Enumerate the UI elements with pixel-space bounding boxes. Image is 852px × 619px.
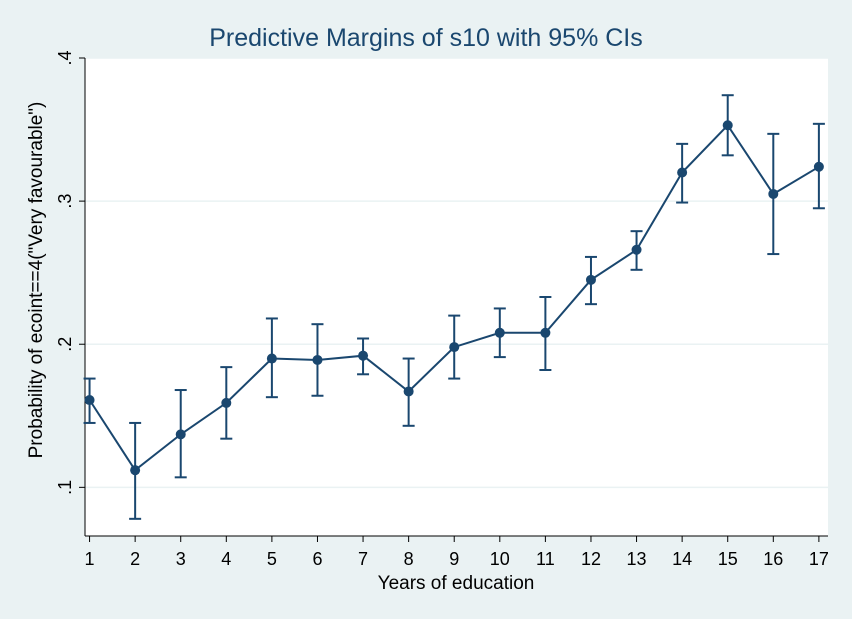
x-tick-label: 10	[490, 549, 510, 569]
data-point	[677, 167, 688, 178]
data-point	[722, 120, 733, 131]
grid-lines	[85, 57, 828, 489]
data-point	[449, 342, 460, 353]
data-point	[631, 244, 642, 255]
x-tick-label: 3	[176, 549, 186, 569]
x-tick-label: 8	[404, 549, 414, 569]
y-axis-label: Probability of ecoint==4("Very favourabl…	[26, 102, 47, 459]
data-point	[585, 274, 596, 285]
x-tick-label: 2	[130, 549, 140, 569]
x-tick-label: 15	[718, 549, 738, 569]
y-tick-label: .1	[55, 480, 75, 495]
y-tick-label: .4	[55, 50, 75, 65]
x-tick-label: 5	[267, 549, 277, 569]
x-axis-label: Years of education	[378, 573, 535, 594]
x-tick-label: 12	[581, 549, 601, 569]
x-tick-label: 6	[312, 549, 322, 569]
data-point	[768, 188, 779, 199]
y-tick-label: .2	[55, 337, 75, 352]
data-point	[84, 395, 95, 406]
x-tick-label: 4	[221, 549, 231, 569]
data-point	[358, 350, 369, 361]
x-tick-label: 7	[358, 549, 368, 569]
data-point	[312, 354, 323, 365]
x-tick-label: 9	[449, 549, 459, 569]
data-point	[130, 465, 141, 476]
axes: .1.2.3.41 2 3 4 5 6 7 8 9 10 11 12 13 14 15 16 17	[55, 50, 829, 569]
data-point	[175, 429, 186, 440]
x-tick-label: 1	[85, 549, 95, 569]
x-tick-label: 13	[627, 549, 647, 569]
data-point	[403, 386, 414, 397]
data-point	[540, 327, 551, 338]
data-point	[813, 161, 824, 172]
y-tick-label: .3	[55, 194, 75, 209]
x-tick-label: 17	[809, 549, 829, 569]
data-points	[84, 120, 824, 476]
data-point	[266, 353, 277, 364]
data-point	[221, 397, 232, 408]
data-point	[494, 327, 505, 338]
chart-title: Predictive Margins of s10 with 95% CIs	[209, 24, 643, 52]
plot-background	[85, 58, 828, 536]
x-tick-label: 16	[763, 549, 783, 569]
x-tick-label: 11	[536, 549, 555, 569]
x-tick-label: 14	[672, 549, 692, 569]
